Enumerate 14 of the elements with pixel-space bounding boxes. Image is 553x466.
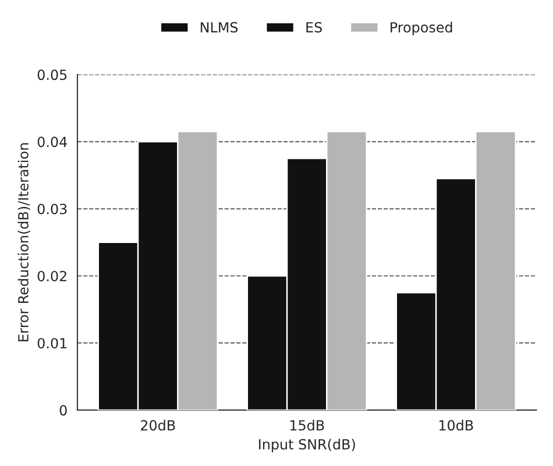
y-tick-label: 0 bbox=[60, 405, 67, 416]
y-tick-label: 0.05 bbox=[38, 70, 66, 80]
y-tick-label: 0.03 bbox=[38, 204, 67, 214]
x-tick-label: 10dB bbox=[439, 420, 473, 431]
legend-label: Proposed bbox=[390, 22, 452, 36]
x-tick-label: 15dB bbox=[290, 420, 324, 431]
y-tick-label: 0.01 bbox=[38, 338, 66, 348]
x-axis-title: Input SNR(dB) bbox=[259, 438, 355, 452]
legend-label: NLMS bbox=[200, 22, 238, 33]
legend-label: ES bbox=[306, 22, 322, 33]
y-tick-label: 0.02 bbox=[38, 270, 66, 282]
y-tick-label: 0.04 bbox=[38, 136, 67, 148]
y-axis-title: Error Reduction(dB)/Iteration bbox=[18, 143, 30, 342]
x-tick-label: 20dB bbox=[140, 420, 175, 431]
